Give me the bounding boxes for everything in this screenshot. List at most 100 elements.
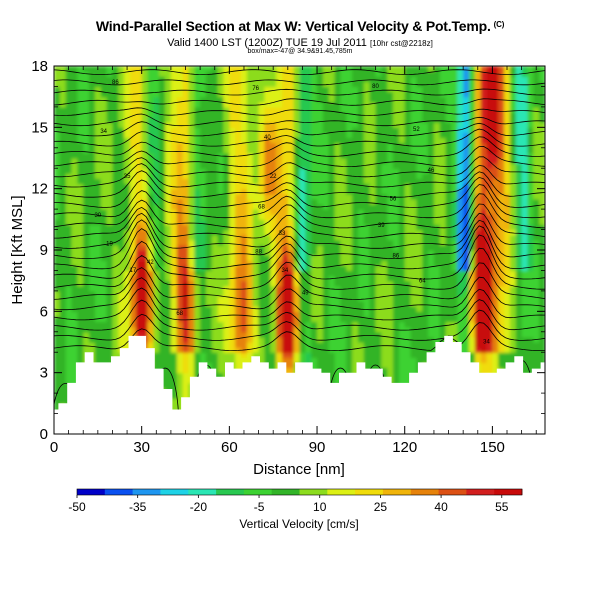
field-cell [77,260,84,266]
field-cell [252,342,260,348]
field-cell [217,311,225,317]
field-cell [100,342,108,348]
field-cell [153,198,160,205]
field-cell [223,250,230,256]
field-cell [375,178,382,185]
field-cell [264,183,271,190]
field-cell [94,198,102,205]
field-cell [194,250,201,256]
field-cell [94,137,102,144]
field-cell [83,198,90,205]
field-cell [118,168,125,174]
field-cell [100,290,108,297]
field-cell [165,250,172,256]
field-cell [106,91,113,98]
field-cell [305,112,312,118]
field-cell [393,239,400,246]
field-cell [433,86,441,93]
field-cell [445,209,452,215]
field-cell [287,152,295,159]
field-cell [322,163,330,169]
field-cell [287,66,295,72]
field-cell [235,127,242,133]
field-cell [328,234,336,241]
field-cell [282,234,289,241]
field-cell [422,244,429,251]
field-cell [387,336,394,343]
field-cell [54,260,61,266]
field-cell [317,321,324,328]
field-cell [387,147,394,154]
field-cell [77,265,84,271]
field-cell [206,214,213,220]
field-cell [100,285,108,292]
field-cell [217,86,225,93]
field-cell [147,280,154,287]
field-cell [118,158,125,164]
field-cell [194,214,201,220]
field-cell [352,204,359,210]
field-cell [118,204,125,210]
field-cell [89,147,96,154]
chart-subtitle: Valid 1400 LST (1200Z) TUE 19 Jul 2011 [… [0,37,600,49]
field-cell [211,296,219,302]
field-cell [322,209,330,215]
field-cell [65,275,73,282]
field-cell [433,321,441,328]
field-cell [77,326,84,333]
field-cell [445,112,452,118]
field-cell [352,178,359,185]
field-cell [241,270,248,277]
field-cell [94,316,102,323]
field-cell [328,255,336,261]
field-cell [182,117,189,123]
field-cell [200,152,207,159]
field-cell [445,183,452,190]
field-cell [358,127,365,133]
field-cell [276,158,283,164]
field-cell [416,147,423,154]
field-cell [241,142,248,149]
field-cell [130,244,137,251]
field-cell [135,224,143,231]
field-cell [206,285,213,292]
field-cell [451,91,458,98]
field-cell [404,234,412,241]
field-cell [381,372,388,379]
field-cell [328,352,336,358]
field-cell [358,250,365,256]
field-cell [124,71,131,77]
field-cell [398,250,406,256]
field-cell [118,255,125,261]
field-cell [264,163,271,169]
field-cell [176,367,184,374]
field-cell [334,265,341,271]
field-cell [153,86,160,93]
field-cell [217,173,225,179]
field-cell [200,311,207,317]
field-cell [100,204,108,210]
field-cell [165,234,172,241]
field-cell [135,101,143,108]
field-cell [94,336,102,343]
field-cell [398,229,406,236]
field-cell [130,188,137,195]
field-cell [422,96,429,103]
field-cell [393,321,400,328]
field-cell [317,250,324,256]
field-cell [217,290,225,297]
field-cell [112,198,119,205]
field-cell [451,301,458,307]
field-cell [293,331,301,338]
field-cell [65,106,73,113]
field-cell [451,219,458,225]
field-cell [363,112,371,118]
field-cell [276,311,283,317]
field-cell [428,122,435,128]
field-cell [246,326,254,333]
field-cell [352,163,359,169]
field-cell [305,234,312,241]
field-cell [188,275,195,282]
field-cell [112,101,119,108]
field-cell [340,275,347,282]
